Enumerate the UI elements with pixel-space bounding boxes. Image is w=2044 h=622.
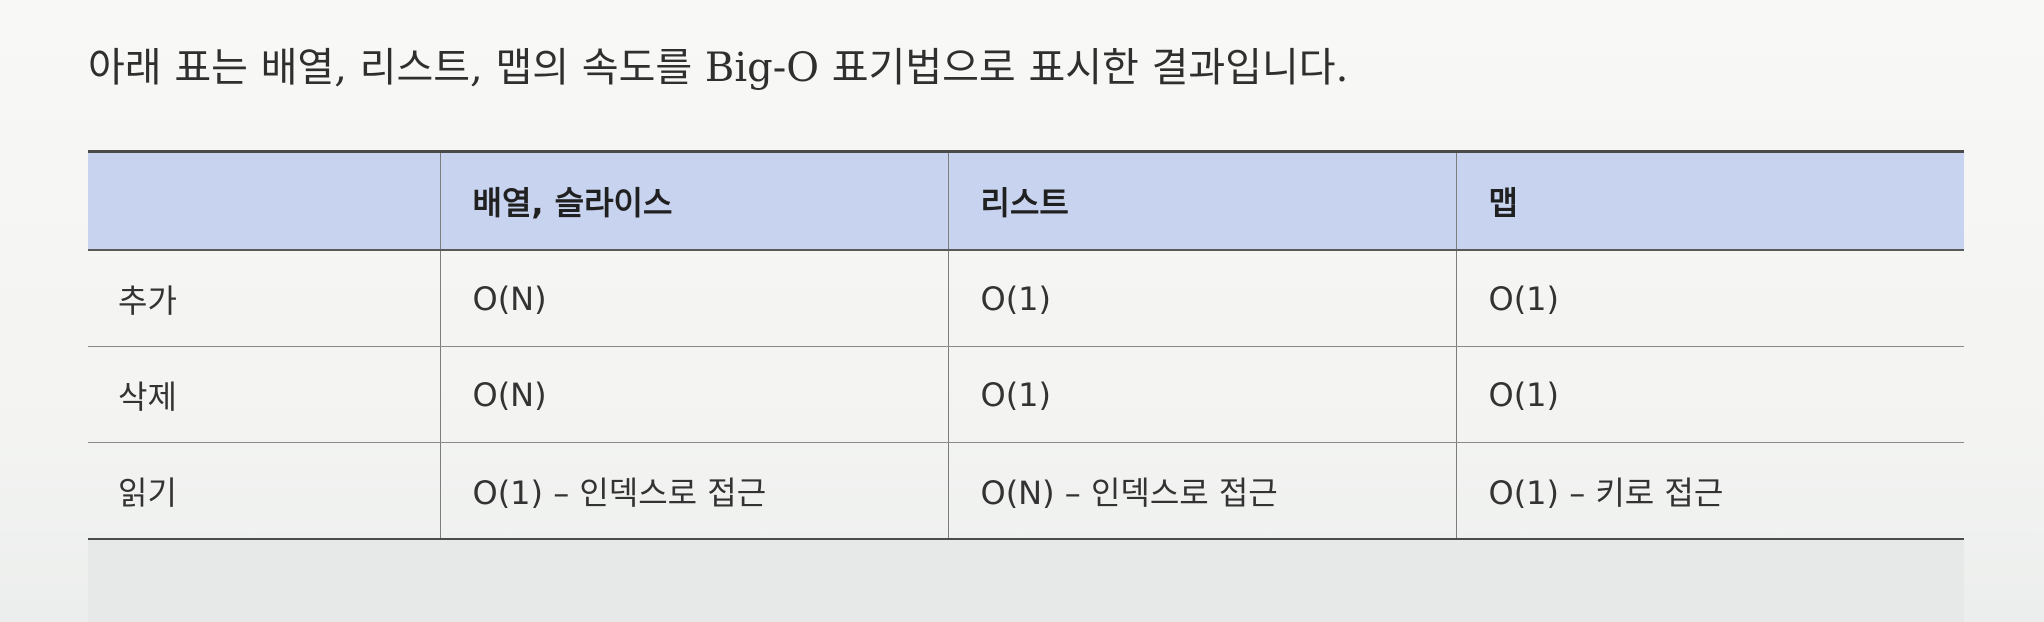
cell-add-array: O(N) bbox=[439, 250, 948, 347]
speed-comparison-table-wrapper: 배열, 슬라이스 리스트 맵 추가 O(N) O(1) O(1) 삭제 O(N)… bbox=[88, 150, 1964, 541]
cell-delete-map: O(1) bbox=[1455, 346, 1964, 443]
table-row-read: 읽기 O(1) – 인덱스로 접근 O(N) – 인덱스로 접근 O(1) – … bbox=[88, 442, 1964, 541]
cell-read-map: O(1) – 키로 접근 bbox=[1455, 442, 1964, 541]
cell-add-map: O(1) bbox=[1455, 250, 1964, 347]
header-cell-array-slice: 배열, 슬라이스 bbox=[439, 150, 948, 251]
speed-comparison-table: 배열, 슬라이스 리스트 맵 추가 O(N) O(1) O(1) 삭제 O(N)… bbox=[88, 150, 1964, 541]
cell-add-list: O(1) bbox=[947, 250, 1456, 347]
cell-delete-array: O(N) bbox=[439, 346, 948, 443]
table-row-add: 추가 O(N) O(1) O(1) bbox=[88, 250, 1964, 347]
row-label-delete: 삭제 bbox=[88, 346, 440, 443]
row-label-read: 읽기 bbox=[88, 442, 440, 541]
header-cell-map: 맵 bbox=[1455, 150, 1964, 251]
row-label-add: 추가 bbox=[88, 250, 440, 347]
header-cell-list: 리스트 bbox=[947, 150, 1456, 251]
cell-read-array: O(1) – 인덱스로 접근 bbox=[439, 442, 948, 541]
header-cell-empty bbox=[88, 150, 440, 251]
table-header-row: 배열, 슬라이스 리스트 맵 bbox=[88, 150, 1964, 251]
intro-paragraph: 아래 표는 배열, 리스트, 맵의 속도를 Big-O 표기법으로 표시한 결과… bbox=[88, 45, 1349, 91]
cell-read-list: O(N) – 인덱스로 접근 bbox=[947, 442, 1456, 541]
cell-delete-list: O(1) bbox=[947, 346, 1456, 443]
bottom-shaded-area bbox=[88, 540, 1964, 622]
table-row-delete: 삭제 O(N) O(1) O(1) bbox=[88, 346, 1964, 443]
